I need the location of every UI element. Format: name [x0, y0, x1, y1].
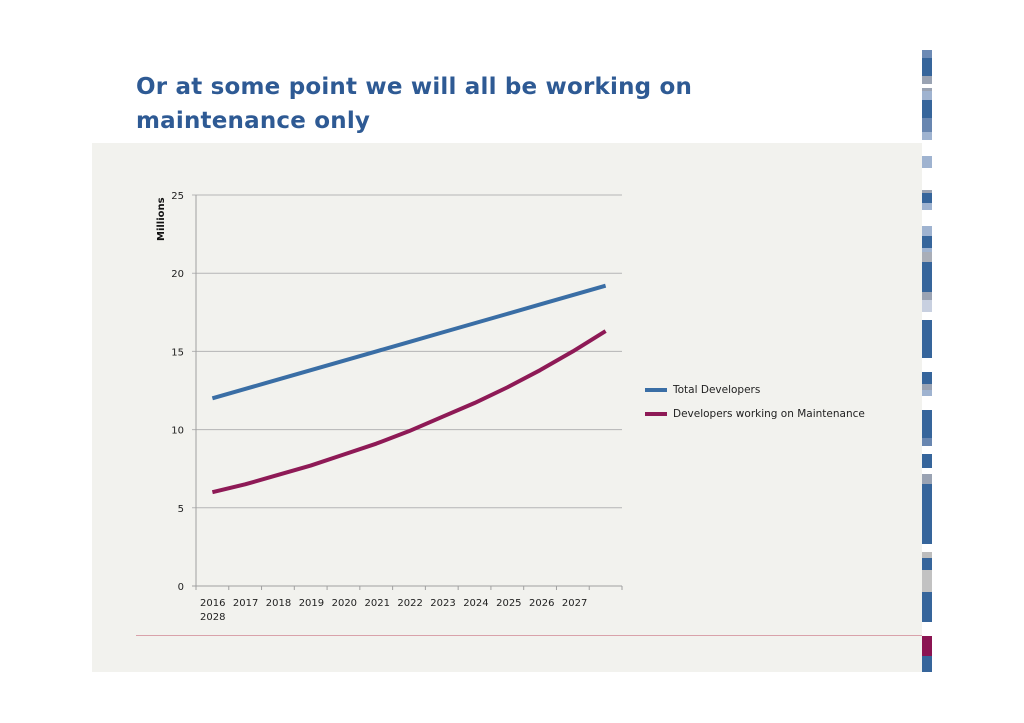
side-bar-segment	[922, 252, 932, 262]
side-bar-segment	[922, 656, 932, 672]
side-bar-segment	[922, 262, 932, 292]
side-bar-segment	[922, 226, 932, 236]
side-bar-segment	[922, 484, 932, 544]
side-bar-segment	[922, 474, 932, 484]
y-tick-label: 5	[178, 504, 184, 515]
side-bar-segment	[922, 636, 932, 656]
x-tick-label: 2019	[299, 598, 324, 609]
side-bar-segment	[922, 396, 932, 410]
x-tick-label: 2028	[200, 612, 225, 623]
legend-label: Total Developers	[673, 384, 761, 396]
chart-panel	[92, 143, 922, 672]
x-tick-label: 2025	[496, 598, 521, 609]
side-bar-segment	[922, 622, 932, 636]
y-tick-label: 15	[171, 347, 184, 358]
decorative-side-bar	[922, 0, 932, 723]
side-bar-segment	[922, 118, 932, 132]
side-bar-segment	[922, 454, 932, 468]
side-bar-segment	[922, 446, 932, 454]
x-tick-label: 2023	[430, 598, 455, 609]
side-bar-segment	[922, 384, 932, 390]
side-bar-segment	[922, 203, 932, 210]
side-bar-segment	[922, 156, 932, 168]
side-bar-segment	[922, 570, 932, 592]
legend-swatch	[645, 412, 667, 416]
side-bar-segment	[922, 312, 932, 320]
y-tick-label: 25	[171, 191, 184, 202]
side-bar-segment	[922, 248, 932, 252]
series-line-maintenance-developers	[211, 329, 607, 495]
y-tick-label: 10	[171, 426, 184, 437]
side-bar-segment	[922, 193, 932, 203]
footer-divider	[136, 635, 922, 636]
side-bar-segment	[922, 132, 932, 140]
y-tick-label: 0	[178, 582, 184, 593]
x-tick-label: 2021	[365, 598, 390, 609]
side-bar-segment	[922, 236, 932, 248]
side-bar-segment	[922, 592, 932, 622]
slide-title: Or at some point we will all be working …	[136, 74, 693, 134]
side-bar-segment	[922, 390, 932, 396]
side-bar-segment	[922, 100, 932, 118]
x-tick-label: 2027	[562, 598, 587, 609]
side-bar-segment	[922, 168, 932, 178]
side-bar-segment	[922, 300, 932, 312]
x-tick-label: 2020	[332, 598, 357, 609]
y-axis-title: Millions	[156, 197, 167, 241]
x-tick-label: 2018	[266, 598, 291, 609]
side-bar-segment	[922, 468, 932, 474]
x-tick-label: 2024	[463, 598, 488, 609]
x-tick-label: 2017	[233, 598, 258, 609]
series-line-total-developers	[211, 283, 607, 401]
side-bar-segment	[922, 190, 932, 193]
chart-legend: Total Developers Developers working on Ma…	[645, 378, 865, 426]
side-bar-segment	[922, 88, 932, 91]
x-tick-label: 2022	[397, 598, 422, 609]
x-tick-label: 2026	[529, 598, 554, 609]
legend-item: Developers working on Maintenance	[645, 402, 865, 426]
side-bar-segment	[922, 438, 932, 446]
legend-item: Total Developers	[645, 378, 865, 402]
legend-label: Developers working on Maintenance	[673, 408, 865, 420]
side-bar-segment	[922, 210, 932, 226]
side-bar-segment	[922, 372, 932, 384]
side-bar-segment	[922, 410, 932, 438]
legend-swatch	[645, 388, 667, 392]
side-bar-segment	[922, 50, 932, 58]
y-tick-label: 20	[171, 269, 184, 280]
x-tick-label: 2016	[200, 598, 225, 609]
side-bar-segment	[922, 76, 932, 84]
side-bar-segment	[922, 558, 932, 570]
side-bar-segment	[922, 320, 932, 358]
side-bar-segment	[922, 91, 932, 100]
side-bar-segment	[922, 292, 932, 300]
side-bar-segment	[922, 140, 932, 156]
side-bar-segment	[922, 552, 932, 558]
side-bar-segment	[922, 58, 932, 76]
